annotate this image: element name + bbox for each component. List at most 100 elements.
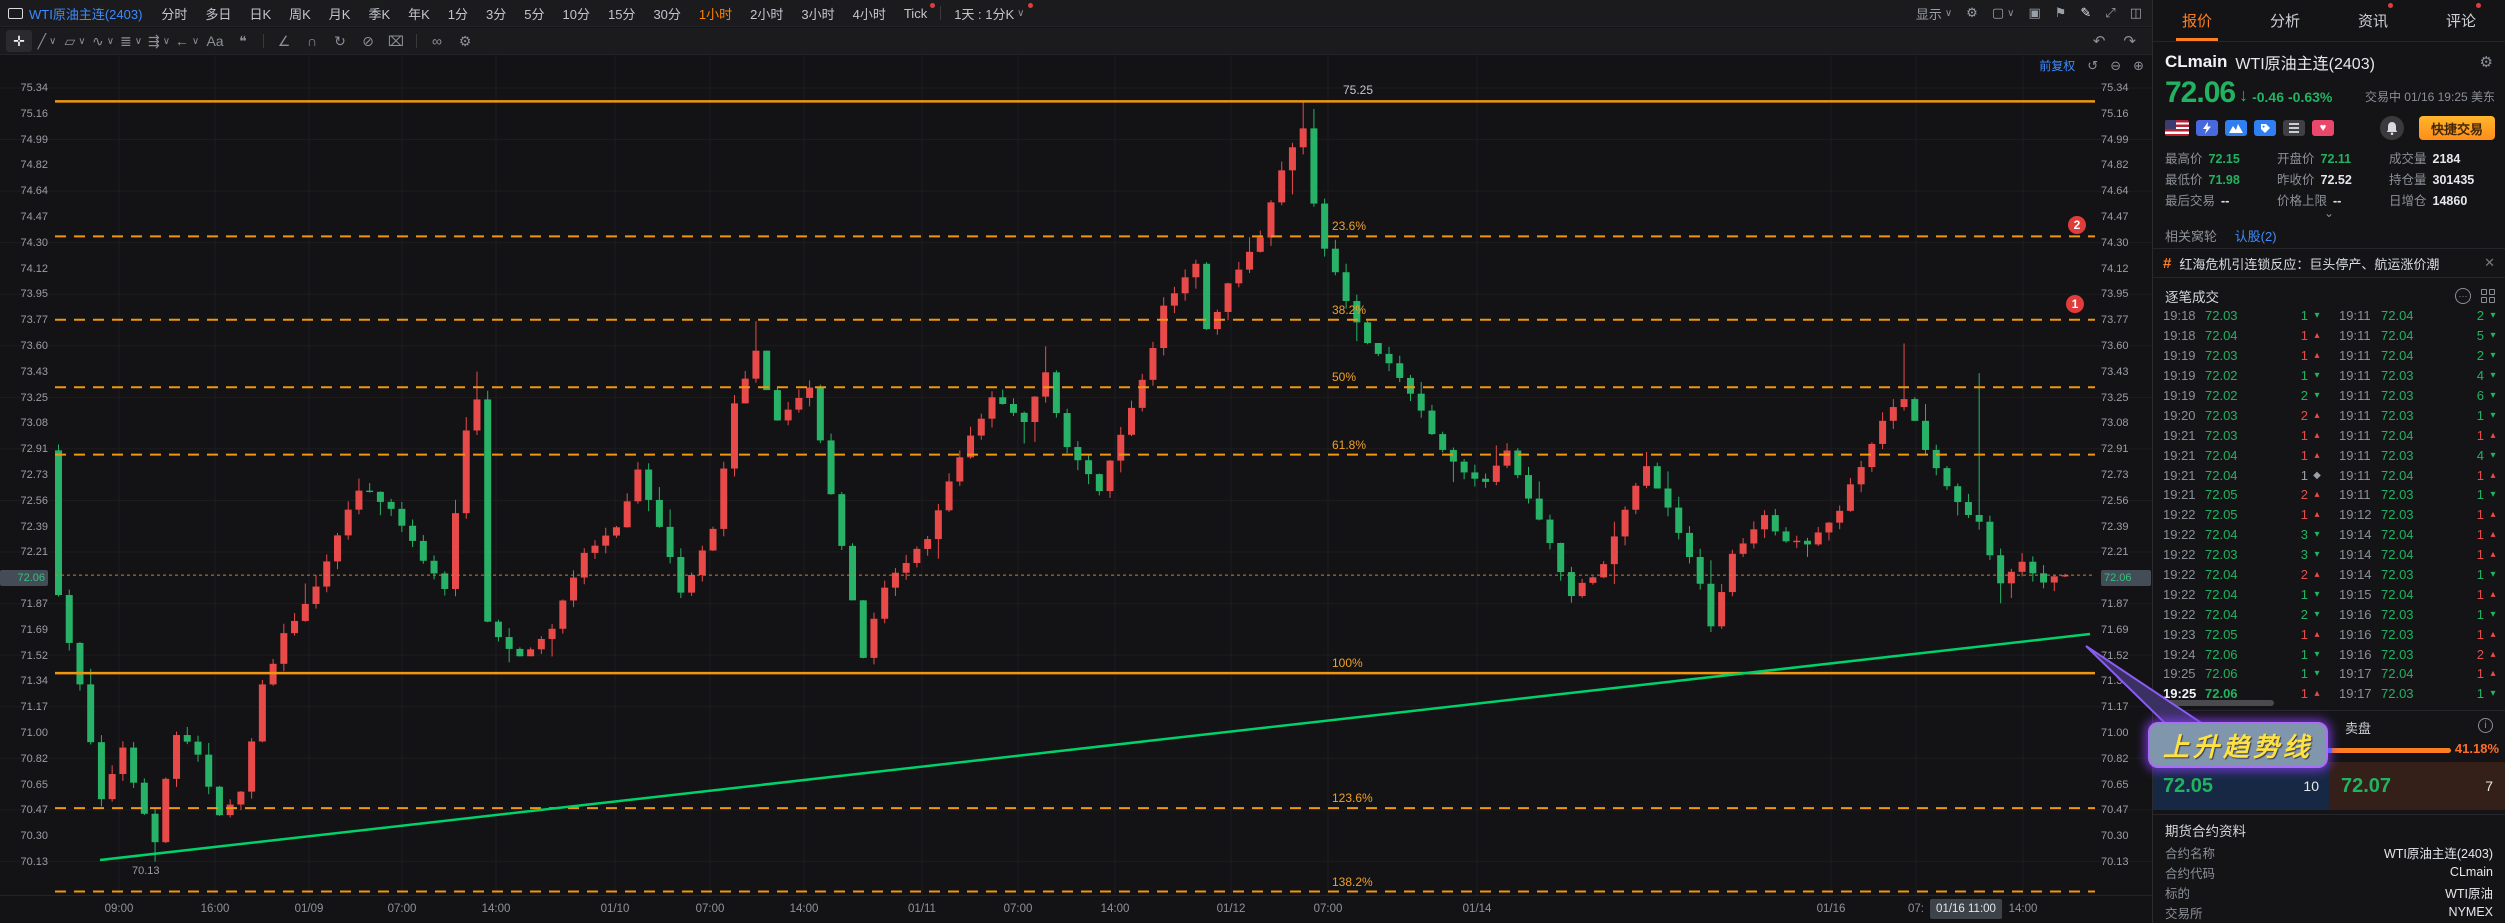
zoom-in-icon[interactable]: ⊕ xyxy=(2133,57,2144,73)
trade-row[interactable]: 19:21 72.04 1 ▴ xyxy=(2153,445,2329,465)
delete-drawings-icon[interactable]: ⌧ xyxy=(387,32,405,49)
channel-tool-icon[interactable]: ▱ ∨ xyxy=(64,32,86,49)
trade-row[interactable]: 19:19 72.02 1 ▾ xyxy=(2153,366,2329,386)
trade-row[interactable]: 19:11 72.03 4 ▾ xyxy=(2329,445,2505,465)
period-日K[interactable]: 日K xyxy=(249,6,272,22)
trade-row[interactable]: 19:15 72.04 1 ▴ xyxy=(2329,584,2505,604)
trade-row[interactable]: 19:17 72.03 1 ▾ xyxy=(2329,684,2505,704)
trade-row[interactable]: 19:19 72.02 2 ▾ xyxy=(2153,386,2329,406)
candlestick-chart[interactable]: 前复权 ↺ ⊖ ⊕ 75.34 75.34 75.16 75.16 74.99 74.99… xyxy=(0,55,2152,923)
bid-quote[interactable]: 72.05 10 xyxy=(2153,762,2329,810)
trade-row[interactable]: 19:16 72.03 2 ▴ xyxy=(2329,644,2505,664)
period-2小时[interactable]: 2小时 xyxy=(750,6,784,22)
move-tool-icon[interactable]: ✛ xyxy=(6,30,32,52)
layout-select-icon[interactable]: ▢ ∨ xyxy=(1991,5,2015,20)
trade-row[interactable]: 19:11 72.03 6 ▾ xyxy=(2329,386,2505,406)
tab-报价[interactable]: 报价 xyxy=(2175,0,2219,41)
period-15分[interactable]: 15分 xyxy=(607,6,636,22)
trade-row[interactable]: 19:18 72.03 1 ▾ xyxy=(2153,306,2329,326)
trade-row[interactable]: 19:21 72.04 1 ◆ xyxy=(2153,465,2329,485)
document-badge-icon[interactable] xyxy=(2283,120,2305,136)
undo-icon[interactable]: ↶ xyxy=(2092,33,2106,50)
quote-settings-gear-icon[interactable]: ⚙ xyxy=(2479,54,2493,71)
tab-评论[interactable]: 评论 xyxy=(2440,0,2482,41)
trade-row[interactable]: 19:14 72.03 1 ▾ xyxy=(2329,565,2505,585)
trade-row[interactable]: 19:17 72.04 1 ▴ xyxy=(2329,664,2505,684)
redo-icon[interactable]: ↷ xyxy=(2123,33,2136,50)
magnet-tool-icon[interactable]: ∩ xyxy=(306,33,318,49)
compare-icon[interactable]: ∞ xyxy=(432,33,442,49)
trade-row[interactable]: 19:20 72.03 2 ▴ xyxy=(2153,405,2329,425)
tick-trades-list[interactable]: 19:18 72.03 1 ▾ 19:18 72.04 1 ▴ 19:19 72.03 1 ▴ 19:1… xyxy=(2153,306,2505,704)
wave-tool-icon[interactable]: ∿ ∨ xyxy=(91,32,115,49)
tab-分析[interactable]: 分析 xyxy=(2269,13,2300,30)
reset-zoom-icon[interactable]: ↺ xyxy=(2087,57,2099,73)
period-1分[interactable]: 1分 xyxy=(447,6,469,22)
period-3分[interactable]: 3分 xyxy=(486,6,507,22)
mountain-badge-icon[interactable] xyxy=(2225,120,2247,136)
zoom-out-icon[interactable]: ⊖ xyxy=(2110,57,2122,73)
period-3小时[interactable]: 3小时 xyxy=(801,6,835,22)
fullscreen-icon[interactable]: ⤢ xyxy=(2105,5,2116,20)
draw-pencil-icon[interactable]: ✎ xyxy=(2080,5,2092,20)
trade-row[interactable]: 19:14 72.04 1 ▴ xyxy=(2329,525,2505,545)
trade-row[interactable]: 19:12 72.03 1 ▴ xyxy=(2329,505,2505,525)
trade-row[interactable]: 19:25 72.06 1 ▾ xyxy=(2153,664,2329,684)
sidebar-toggle-icon[interactable]: ◫ xyxy=(2129,5,2142,20)
trade-row[interactable]: 19:16 72.03 1 ▾ xyxy=(2329,604,2505,624)
drawing-marker-2[interactable]: 2 xyxy=(2068,215,2086,234)
expand-stats-chevron-icon[interactable]: ⌄ xyxy=(2323,206,2335,220)
alert-bell-icon[interactable] xyxy=(2379,116,2404,140)
settings-gear-icon[interactable]: ⚙ xyxy=(458,32,472,49)
close-icon[interactable]: ✕ xyxy=(2484,255,2495,270)
cycle-tool-icon[interactable]: ↻ xyxy=(334,32,346,49)
ask-quote[interactable]: 72.07 7 xyxy=(2329,762,2505,810)
fib-tool-icon[interactable]: ≣ ∨ xyxy=(119,32,143,49)
tag-badge-icon[interactable] xyxy=(2254,120,2276,136)
trade-row[interactable]: 19:22 72.04 1 ▾ xyxy=(2153,584,2329,604)
period-10分[interactable]: 10分 xyxy=(562,6,590,22)
pattern-tool-icon[interactable]: ⇶ ∨ xyxy=(147,32,171,49)
scrollbar-thumb[interactable] xyxy=(2156,700,2274,706)
drawing-marker-1[interactable]: 1 xyxy=(2066,295,2084,314)
news-headline[interactable]: 红海危机引连锁反应：巨头停产、航运涨价潮 xyxy=(2179,256,2440,272)
hide-drawings-icon[interactable]: ⊘ xyxy=(362,32,374,49)
lightning-badge-icon[interactable] xyxy=(2196,120,2218,136)
period-30分[interactable]: 30分 xyxy=(653,6,681,22)
trade-row[interactable]: 19:22 72.04 2 ▾ xyxy=(2153,604,2329,624)
period-周K[interactable]: 周K xyxy=(289,6,311,22)
trade-row[interactable]: 19:21 72.05 2 ▴ xyxy=(2153,485,2329,505)
info-icon[interactable]: i xyxy=(2478,718,2493,733)
symbol-tab[interactable]: WTI原油主连(2403) xyxy=(0,0,152,26)
screenshot-camera-icon[interactable]: ▣ xyxy=(2028,5,2041,20)
news-banner[interactable]: # 红海危机引连锁反应：巨头停产、航运涨价潮 ✕ xyxy=(2153,248,2505,278)
display-menu[interactable]: 显示 ∨ xyxy=(1915,6,1953,22)
quick-trade-button[interactable]: 快捷交易 xyxy=(2418,116,2495,140)
period-年K[interactable]: 年K xyxy=(408,6,430,22)
period-月K[interactable]: 月K xyxy=(328,6,351,22)
trade-row[interactable]: 19:22 72.04 3 ▾ xyxy=(2153,525,2329,545)
period-dropdown[interactable]: 1天 : 1分K ∨ xyxy=(945,0,1033,26)
trade-row[interactable]: 19:11 72.04 2 ▾ xyxy=(2329,306,2505,326)
trade-row[interactable]: 19:11 72.04 2 ▾ xyxy=(2329,346,2505,366)
angle-tool-icon[interactable]: ∠ xyxy=(277,32,291,49)
period-Tick[interactable]: Tick xyxy=(895,0,936,26)
more-options-icon[interactable]: ··· xyxy=(2455,288,2471,304)
chart-settings-gear-icon[interactable]: ⚙ xyxy=(1966,5,1978,20)
arrow-tool-icon[interactable]: ← ∨ xyxy=(174,33,200,49)
period-季K[interactable]: 季K xyxy=(368,6,391,22)
trade-row[interactable]: 19:11 72.03 1 ▾ xyxy=(2329,485,2505,505)
related-warrants-link[interactable]: 认股(2) xyxy=(2234,229,2277,244)
period-5分[interactable]: 5分 xyxy=(524,6,545,22)
period-1小时[interactable]: 1小时 xyxy=(698,6,733,22)
line-tool-icon[interactable]: ╱ ∨ xyxy=(37,32,57,49)
trade-row[interactable]: 19:23 72.05 1 ▴ xyxy=(2153,624,2329,644)
period-分时[interactable]: 分时 xyxy=(161,6,188,22)
price-adjust-mode[interactable]: 前复权 xyxy=(2039,59,2076,73)
trade-row[interactable]: 19:24 72.06 1 ▾ xyxy=(2153,644,2329,664)
trade-row[interactable]: 19:22 72.03 3 ▾ xyxy=(2153,545,2329,565)
trade-row[interactable]: 19:11 72.03 1 ▾ xyxy=(2329,405,2505,425)
trade-row[interactable]: 19:11 72.04 1 ▴ xyxy=(2329,425,2505,445)
trade-row[interactable]: 19:11 72.04 1 ▴ xyxy=(2329,465,2505,485)
period-多日[interactable]: 多日 xyxy=(205,6,232,22)
